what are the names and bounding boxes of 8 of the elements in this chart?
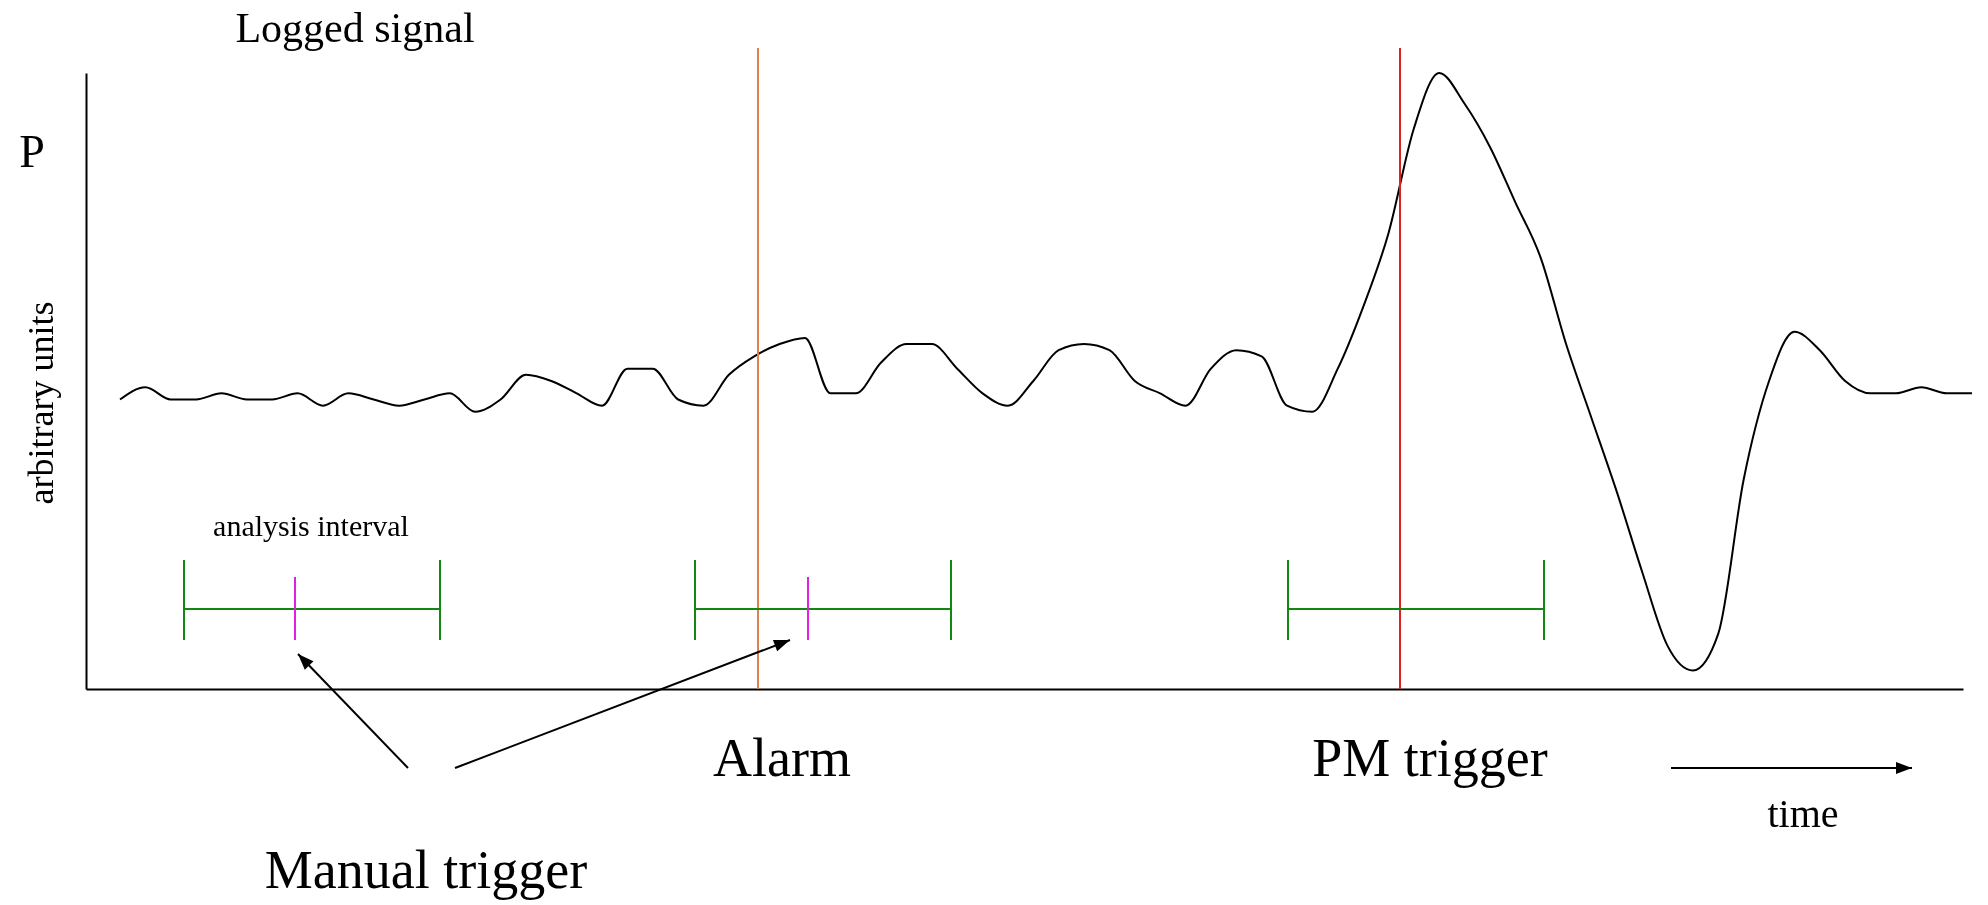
text: P xyxy=(19,126,45,177)
chart-title: Logged signal xyxy=(235,5,475,51)
annotation: analysis interval xyxy=(213,509,409,542)
text: PM trigger xyxy=(1312,728,1548,788)
x-axis-title: time xyxy=(1767,791,1839,836)
text: Manual trigger xyxy=(264,840,588,900)
y-axis-title: arbitrary units xyxy=(21,301,61,505)
text: Alarm xyxy=(713,728,851,788)
